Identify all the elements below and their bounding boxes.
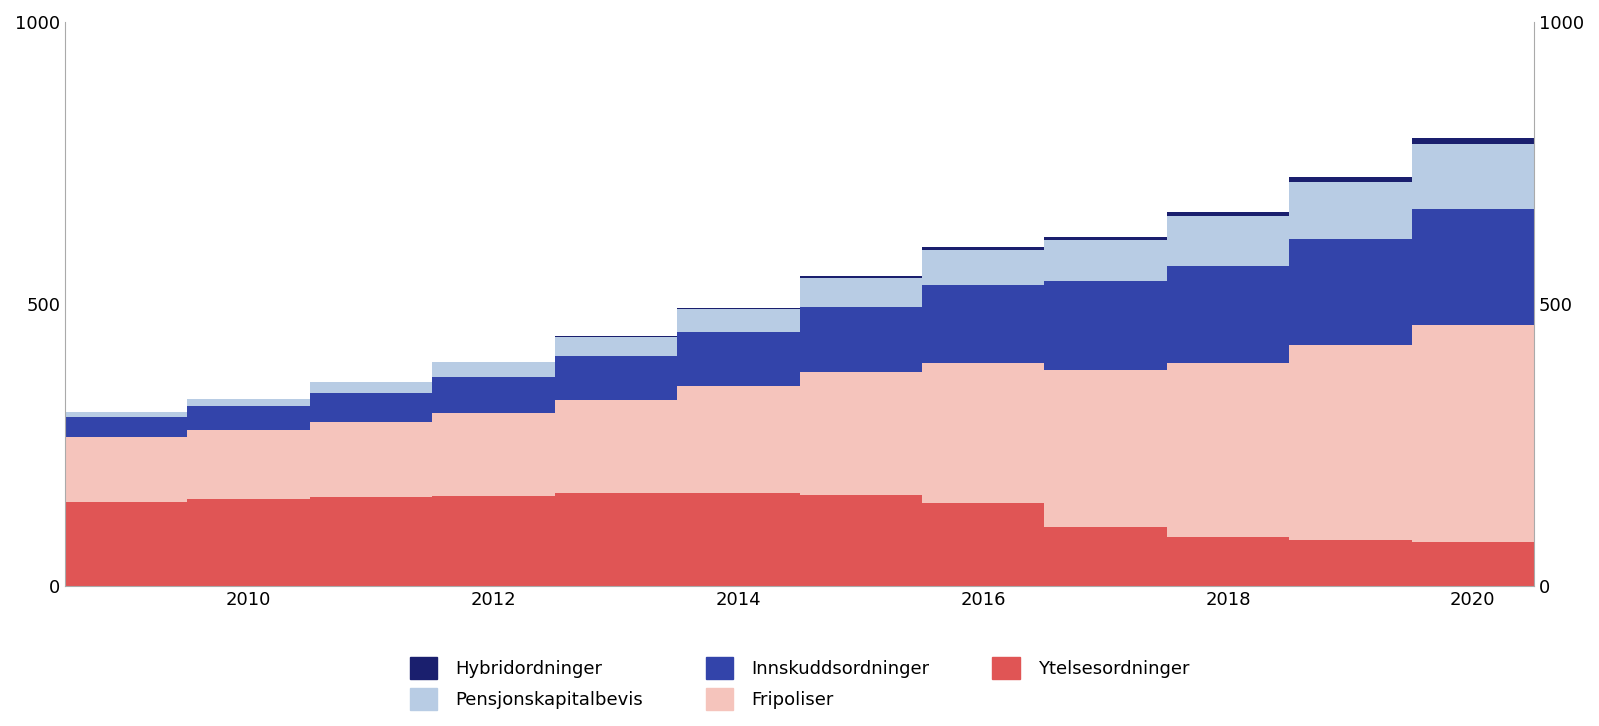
Legend: Hybridordninger, Pensjonskapitalbevis, Innskuddsordninger, Fripoliser, Ytelsesor: Hybridordninger, Pensjonskapitalbevis, I… — [403, 650, 1196, 717]
